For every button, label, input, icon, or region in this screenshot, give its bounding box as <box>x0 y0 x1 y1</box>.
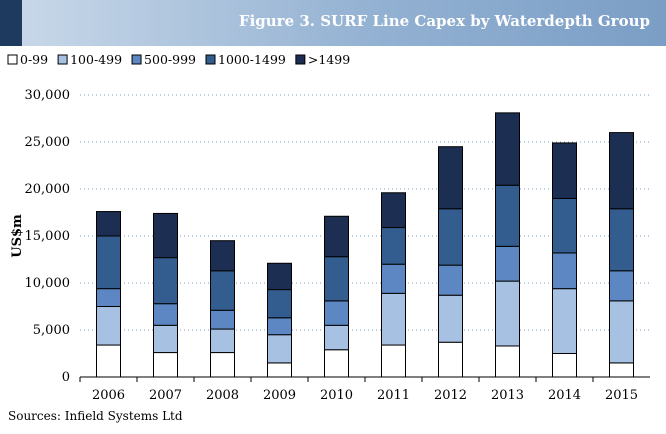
stacked-bar-chart: 0 5,000 10,000 15,000 20,000 25,000 30,000 US$m… <box>7 52 650 403</box>
legend-swatch <box>205 54 216 65</box>
bar-segment <box>381 344 406 378</box>
figure-header: Figure 3. SURF Line Capex by Waterdepth … <box>0 0 666 46</box>
x-tick-label: 2009 <box>263 388 296 403</box>
bar-segment <box>324 324 349 351</box>
bar-segment <box>438 146 463 210</box>
legend-swatch <box>7 54 18 65</box>
bar-segment <box>153 212 178 259</box>
x-tick-label: 2011 <box>377 388 410 403</box>
bar-segment <box>495 345 520 378</box>
bar-segment <box>324 300 349 326</box>
bar-segment <box>153 324 178 354</box>
bar-segment <box>552 197 577 254</box>
header-title-bar: Figure 3. SURF Line Capex by Waterdepth … <box>22 0 666 46</box>
x-tick-label: 2015 <box>605 388 638 403</box>
bar-segment <box>96 235 121 290</box>
bar-segment <box>96 211 121 237</box>
legend-label: >1499 <box>308 52 350 67</box>
bar-segment <box>609 208 634 272</box>
bar-segment <box>495 280 520 347</box>
bar-segment <box>210 270 235 311</box>
legend-swatch <box>295 54 306 65</box>
bar-segment <box>495 112 520 186</box>
bar-segment <box>609 362 634 378</box>
source-note: Sources: Infield Systems Ltd <box>8 409 183 423</box>
bar-segment <box>438 264 463 296</box>
legend-swatch <box>57 54 68 65</box>
y-tick-label: 15,000 <box>25 229 71 244</box>
bar-segment <box>438 294 463 343</box>
x-tick-label: 2014 <box>548 388 581 403</box>
legend-label: 100-499 <box>70 52 122 67</box>
bar-segment <box>210 352 235 378</box>
bar-segment <box>324 349 349 378</box>
x-tick-label: 2010 <box>320 388 353 403</box>
bar-segment <box>552 353 577 378</box>
y-axis-label: US$m <box>10 214 25 258</box>
bar-segment <box>96 344 121 378</box>
bar-segment <box>438 341 463 378</box>
bar-segment <box>552 142 577 199</box>
bar-segment <box>552 252 577 290</box>
bar-segment <box>324 215 349 258</box>
x-tick-label: 2008 <box>206 388 239 403</box>
legend-label: 0-99 <box>20 52 48 67</box>
bar-segment <box>609 270 634 302</box>
bar-segment <box>495 184 520 247</box>
bar-segment <box>381 292 406 346</box>
bar-segment <box>495 245 520 282</box>
y-tick-label: 30,000 <box>25 88 71 103</box>
bar-segment <box>552 288 577 354</box>
bar-segment <box>96 306 121 346</box>
header-accent <box>0 0 22 46</box>
bar-segment <box>381 192 406 229</box>
bar-segment <box>210 240 235 272</box>
bar-segment <box>609 300 634 364</box>
y-tick-label: 20,000 <box>25 182 71 197</box>
bar-segment <box>153 303 178 326</box>
bar-segment <box>609 132 634 210</box>
bar-segment <box>438 208 463 266</box>
bar-segment <box>210 328 235 354</box>
bar-segment <box>267 362 292 378</box>
figure-title: Figure 3. SURF Line Capex by Waterdepth … <box>238 12 650 30</box>
bar-segment <box>267 334 292 364</box>
bar-segment <box>153 352 178 378</box>
legend-label: 1000-1499 <box>218 52 286 67</box>
y-tick-label: 0 <box>62 370 70 385</box>
bar-segment <box>96 288 121 307</box>
legend-label: 500-999 <box>144 52 196 67</box>
y-tick-label: 10,000 <box>25 276 71 291</box>
bar-segment <box>267 262 292 291</box>
bar-segment <box>267 289 292 319</box>
x-tick-label: 2006 <box>92 388 125 403</box>
x-tick-label: 2013 <box>491 388 524 403</box>
bar-segment <box>153 257 178 305</box>
bar-segment <box>210 309 235 330</box>
bar-segment <box>381 263 406 294</box>
bar-segment <box>267 317 292 336</box>
y-tick-label: 25,000 <box>25 135 71 150</box>
bar-segment <box>381 227 406 265</box>
bar-segment <box>324 256 349 302</box>
y-tick-label: 5,000 <box>33 323 70 338</box>
x-tick-label: 2007 <box>149 388 182 403</box>
legend-swatch <box>131 54 142 65</box>
x-tick-label: 2012 <box>434 388 467 403</box>
